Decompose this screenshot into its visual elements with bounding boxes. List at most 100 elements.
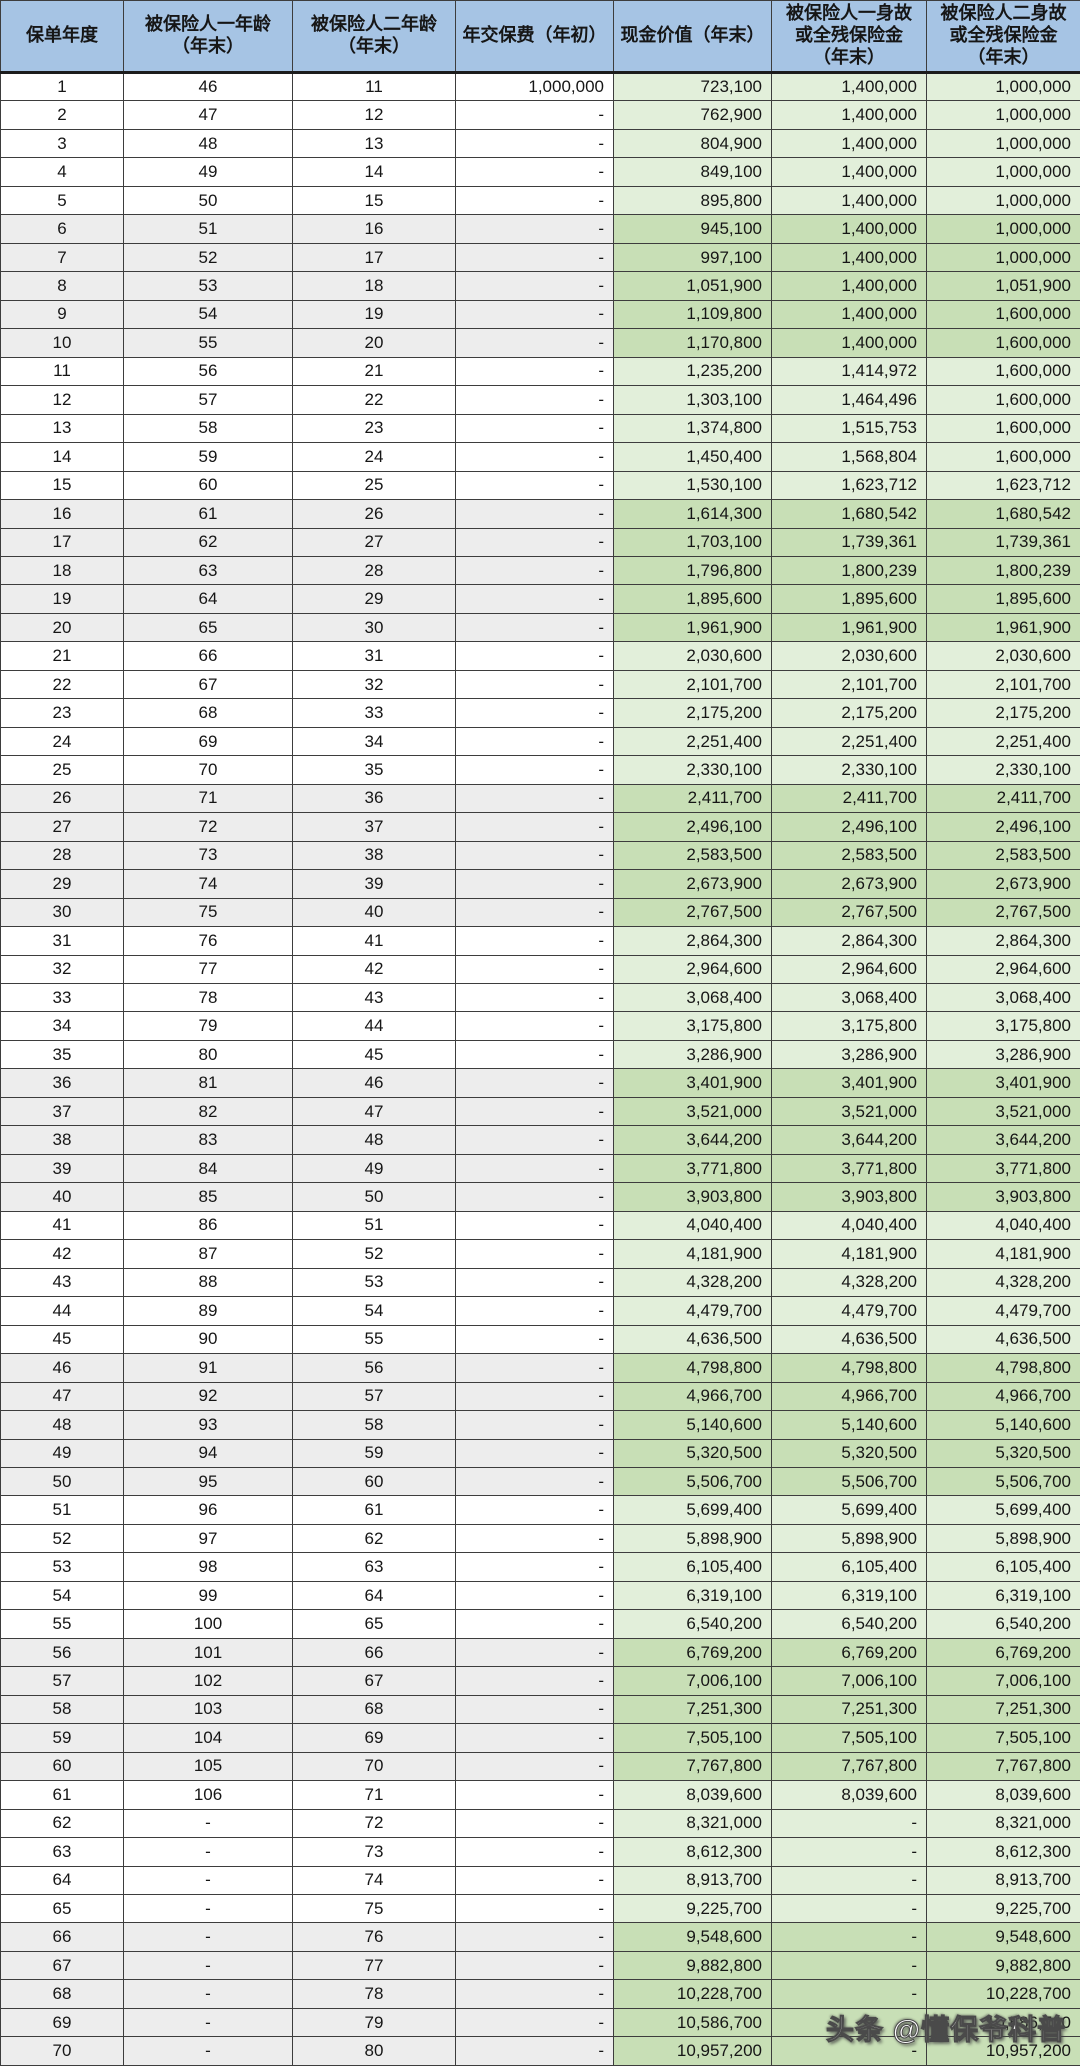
cell-insured1-benefit: 5,320,500 bbox=[771, 1438, 927, 1468]
cell-insured2-age: 67 bbox=[292, 1666, 456, 1696]
table-row: 51 96 61-5,699,400 5,699,400 5,699,400 bbox=[0, 1495, 1080, 1525]
cell-cash-value: 3,644,200 bbox=[613, 1125, 772, 1155]
cell-insured1-benefit: 1,515,753 bbox=[771, 413, 927, 444]
cell-cash-value: 2,673,900 bbox=[613, 869, 772, 899]
cell-insured1-benefit: 8,039,600 bbox=[771, 1780, 927, 1810]
cell-insured1-age: 68 bbox=[123, 698, 293, 728]
cell-cash-value: 1,796,800 bbox=[613, 555, 772, 586]
cell-policy-year: 27 bbox=[0, 812, 124, 842]
cell-insured1-age: 84 bbox=[123, 1153, 293, 1184]
cell-insured2-benefit: 1,000,000 bbox=[926, 242, 1080, 273]
table-row: 32 77 42-2,964,600 2,964,600 2,964,600 bbox=[0, 954, 1080, 985]
cell-insured2-benefit: 8,039,600 bbox=[926, 1780, 1080, 1810]
cell-insured2-age: 11 bbox=[292, 71, 456, 102]
cell-cash-value: 1,170,800 bbox=[613, 328, 772, 358]
cell-annual-premium: - bbox=[455, 726, 614, 757]
table-row: 45 90 55-4,636,500 4,636,500 4,636,500 bbox=[0, 1324, 1080, 1355]
cell-insured2-benefit: 7,505,100 bbox=[926, 1723, 1080, 1753]
column-header-cash-value: 现金价值（年末） bbox=[613, 0, 772, 74]
cell-cash-value: 4,636,500 bbox=[613, 1324, 772, 1355]
cell-policy-year: 9 bbox=[0, 299, 124, 330]
cell-insured2-age: 36 bbox=[292, 783, 456, 814]
cell-insured2-benefit: 4,040,400 bbox=[926, 1210, 1080, 1241]
cell-annual-premium: - bbox=[455, 1694, 614, 1725]
table-row: 57 102 67-7,006,100 7,006,100 7,006,100 bbox=[0, 1666, 1080, 1696]
cell-cash-value: 7,505,100 bbox=[613, 1723, 772, 1753]
cell-insured1-benefit: 5,506,700 bbox=[771, 1466, 927, 1497]
cell-policy-year: 10 bbox=[0, 328, 124, 358]
cell-insured2-age: 26 bbox=[292, 499, 456, 529]
cell-cash-value: 2,964,600 bbox=[613, 954, 772, 985]
cell-insured1-benefit: 2,030,600 bbox=[771, 641, 927, 671]
cell-insured1-benefit: 1,400,000 bbox=[771, 328, 927, 358]
column-header-annual-premium: 年交保费（年初） bbox=[455, 0, 614, 74]
cell-annual-premium: - bbox=[455, 1381, 614, 1412]
cell-insured2-benefit: 10,957,200 bbox=[926, 2036, 1080, 2066]
cell-insured1-benefit: 6,540,200 bbox=[771, 1609, 927, 1639]
table-row: 11 56 21-1,235,200 1,414,972 1,600,000 bbox=[0, 356, 1080, 387]
cell-cash-value: 1,895,600 bbox=[613, 584, 772, 614]
cell-insured1-benefit: - bbox=[771, 1808, 927, 1839]
cell-insured2-age: 25 bbox=[292, 470, 456, 501]
table-row: 6 51 16-945,100 1,400,000 1,000,000 bbox=[0, 214, 1080, 244]
cell-policy-year: 31 bbox=[0, 926, 124, 956]
cell-annual-premium: - bbox=[455, 1096, 614, 1127]
cell-policy-year: 16 bbox=[0, 499, 124, 529]
cell-annual-premium: - bbox=[455, 1210, 614, 1241]
cell-annual-premium: - bbox=[455, 271, 614, 301]
cell-policy-year: 23 bbox=[0, 698, 124, 728]
table-row: 9 54 19-1,109,800 1,400,000 1,600,000 bbox=[0, 299, 1080, 330]
cell-annual-premium: - bbox=[455, 1466, 614, 1497]
cell-insured1-age: 55 bbox=[123, 328, 293, 358]
cell-annual-premium: - bbox=[455, 926, 614, 956]
cell-insured2-age: 76 bbox=[292, 1922, 456, 1952]
cell-insured1-age: 59 bbox=[123, 442, 293, 472]
cell-insured1-age: 106 bbox=[123, 1780, 293, 1810]
cell-policy-year: 41 bbox=[0, 1210, 124, 1241]
cell-policy-year: 42 bbox=[0, 1239, 124, 1269]
cell-policy-year: 34 bbox=[0, 1011, 124, 1041]
column-header-insured2-benefit: 被保险人二身故 或全残保险金 （年末） bbox=[926, 0, 1080, 74]
cell-insured2-age: 47 bbox=[292, 1096, 456, 1127]
cell-insured2-age: 72 bbox=[292, 1808, 456, 1839]
cell-insured2-benefit: 3,175,800 bbox=[926, 1011, 1080, 1041]
table-row: 16 61 26-1,614,300 1,680,542 1,680,542 bbox=[0, 499, 1080, 529]
cell-insured2-age: 48 bbox=[292, 1125, 456, 1155]
cell-insured1-age: 51 bbox=[123, 214, 293, 244]
cell-insured1-age: 71 bbox=[123, 783, 293, 814]
cell-cash-value: 1,051,900 bbox=[613, 271, 772, 301]
cell-cash-value: 762,900 bbox=[613, 100, 772, 130]
cell-insured2-age: 16 bbox=[292, 214, 456, 244]
table-row: 31 76 41-2,864,300 2,864,300 2,864,300 bbox=[0, 926, 1080, 956]
cell-annual-premium: - bbox=[455, 1666, 614, 1696]
cell-insured2-age: 71 bbox=[292, 1780, 456, 1810]
cell-annual-premium: - bbox=[455, 1637, 614, 1668]
table-row: 26 71 36-2,411,700 2,411,700 2,411,700 bbox=[0, 783, 1080, 814]
cell-insured1-age: 62 bbox=[123, 527, 293, 557]
cell-insured1-age: - bbox=[123, 1979, 293, 2009]
cell-insured2-age: 63 bbox=[292, 1552, 456, 1582]
cell-insured1-benefit: 2,864,300 bbox=[771, 926, 927, 956]
cell-insured1-benefit: 1,800,239 bbox=[771, 555, 927, 586]
cell-insured1-age: - bbox=[123, 2007, 293, 2038]
cell-insured1-age: 79 bbox=[123, 1011, 293, 1041]
cell-insured2-benefit: 4,966,700 bbox=[926, 1381, 1080, 1412]
cell-annual-premium: - bbox=[455, 385, 614, 415]
cell-insured2-benefit: 2,864,300 bbox=[926, 926, 1080, 956]
cell-cash-value: 895,800 bbox=[613, 185, 772, 216]
cell-insured2-age: 79 bbox=[292, 2007, 456, 2038]
cell-cash-value: 2,767,500 bbox=[613, 897, 772, 928]
cell-insured1-benefit: 1,739,361 bbox=[771, 527, 927, 557]
cell-insured1-age: 54 bbox=[123, 299, 293, 330]
cell-policy-year: 69 bbox=[0, 2007, 124, 2038]
cell-insured1-benefit: 4,328,200 bbox=[771, 1267, 927, 1298]
cell-cash-value: 5,140,600 bbox=[613, 1410, 772, 1440]
cell-policy-year: 67 bbox=[0, 1950, 124, 1981]
cell-policy-year: 50 bbox=[0, 1466, 124, 1497]
cell-policy-year: 51 bbox=[0, 1495, 124, 1525]
cell-cash-value: 3,286,900 bbox=[613, 1039, 772, 1070]
table-row: 33 78 43-3,068,400 3,068,400 3,068,400 bbox=[0, 982, 1080, 1013]
cell-insured2-age: 24 bbox=[292, 442, 456, 472]
cell-policy-year: 7 bbox=[0, 242, 124, 273]
cell-policy-year: 19 bbox=[0, 584, 124, 614]
